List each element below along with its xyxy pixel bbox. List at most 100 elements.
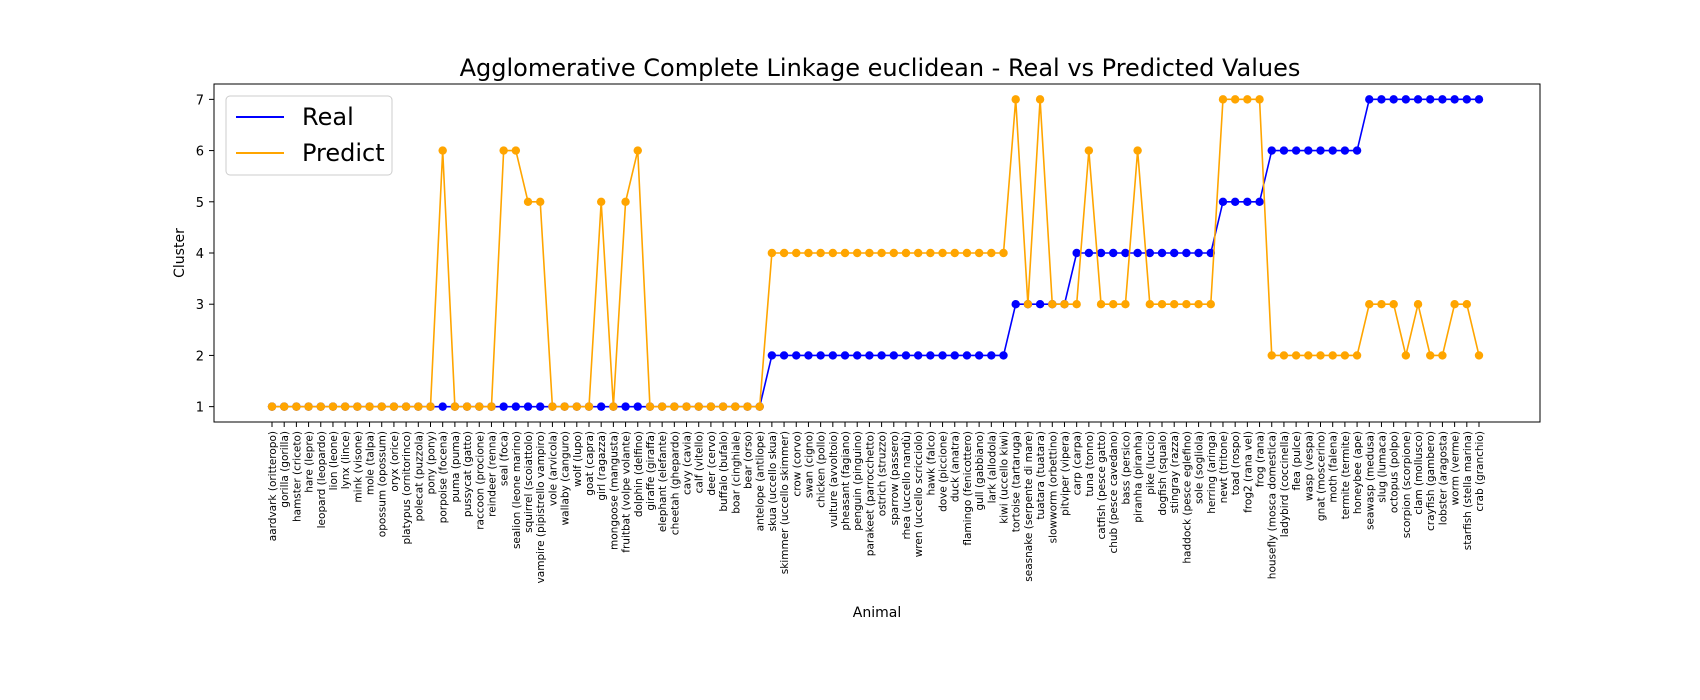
point-predict — [731, 402, 740, 411]
point-real — [1072, 248, 1081, 258]
x-tick-label: goat (capra) — [584, 431, 596, 496]
x-tick-label: vampire (pipistrello vampiro) — [535, 431, 547, 583]
point-predict — [1352, 351, 1362, 360]
point-real — [1304, 146, 1313, 155]
x-tick-label: worm (verme) — [1450, 431, 1462, 505]
point-predict — [1291, 351, 1301, 360]
point-predict — [1230, 95, 1240, 104]
point-predict — [1401, 351, 1411, 360]
x-tick-label: frog2 (rana vel) — [1242, 431, 1254, 513]
x-tick-label: buffalo (bufalo) — [718, 431, 730, 512]
point-real — [804, 351, 813, 360]
point-predict — [974, 248, 984, 258]
x-tick-label: seal (foca) — [499, 431, 511, 486]
x-tick-label: antelope (antilope) — [755, 431, 767, 531]
point-predict — [1011, 95, 1020, 104]
point-predict — [706, 402, 716, 411]
x-tick-label: crayfish (gambero) — [1425, 431, 1437, 531]
point-predict — [548, 402, 557, 411]
point-real — [1316, 146, 1325, 155]
y-tick-label: 4 — [196, 247, 204, 262]
point-predict — [353, 402, 362, 411]
point-real — [536, 402, 545, 411]
point-predict — [1218, 95, 1228, 104]
x-tick-label: cavy (cavia) — [682, 431, 694, 495]
x-tick-label: leopard (leopardo) — [316, 431, 328, 528]
legend: Real Predict — [225, 95, 393, 176]
x-tick-label: tortoise (tartaruga) — [1011, 431, 1023, 532]
point-predict — [377, 402, 386, 411]
series-line-predict — [272, 98, 1480, 408]
y-tick-label: 3 — [196, 298, 204, 313]
point-predict — [694, 402, 703, 411]
x-tick-label: mole (talpa) — [365, 431, 377, 495]
point-real — [840, 351, 850, 360]
x-tick-label: aardvark (oritteropo) — [267, 431, 279, 541]
point-predict — [743, 402, 752, 411]
point-predict — [767, 248, 777, 258]
x-tick-label: honeybee (ape) — [1352, 431, 1364, 514]
x-tick-label: carp (carpa) — [1072, 431, 1084, 495]
x-tick-label: rhea (uccello nandù) — [901, 431, 913, 540]
point-predict — [401, 402, 411, 411]
point-real — [865, 351, 874, 360]
x-tick-label: clam (mollusco) — [1413, 431, 1425, 515]
point-predict — [999, 248, 1008, 258]
x-tick-label: porpoise (focena) — [438, 431, 450, 523]
point-predict — [1377, 300, 1386, 309]
point-real — [1389, 95, 1398, 104]
point-predict — [718, 402, 728, 411]
x-tick-label: haddock (pesce eglefino) — [1181, 431, 1193, 564]
point-predict — [1023, 300, 1033, 309]
point-real — [999, 351, 1008, 360]
point-predict — [1340, 351, 1350, 360]
x-tick-label: chicken (pollo) — [816, 431, 828, 508]
x-tick-label: pike (luccio) — [1145, 431, 1157, 495]
point-predict — [609, 402, 618, 411]
x-tick-label: dolphin (delfino) — [633, 431, 645, 517]
x-tick-label: seawasp (medusa) — [1364, 431, 1376, 530]
x-tick-label: fruitbat (volpe volante) — [621, 431, 633, 553]
point-predict — [584, 402, 594, 411]
y-axis-label: Cluster — [172, 228, 188, 278]
point-real — [1230, 197, 1240, 206]
point-real — [1352, 146, 1362, 155]
x-tick-label: sole (sogliola) — [1194, 431, 1206, 504]
point-real — [1462, 95, 1472, 104]
x-tick-label: hawk (falco) — [925, 431, 937, 496]
point-real — [767, 351, 777, 360]
x-tick-label: sealion (leone marino) — [511, 431, 523, 549]
point-predict — [1121, 300, 1130, 309]
legend-box — [225, 95, 393, 176]
point-real — [1450, 95, 1459, 104]
x-tick-label: slowworm (orbettino) — [1047, 431, 1059, 543]
x-tick-label: lynx (lince) — [340, 431, 352, 489]
point-real — [1377, 95, 1386, 104]
x-tick-label: platypus (ornitorinco) — [401, 431, 413, 544]
point-predict — [840, 248, 850, 258]
x-tick-label: swan (cigno) — [803, 431, 815, 498]
x-tick-label: opossum (opossum) — [377, 431, 389, 537]
point-real — [523, 402, 533, 411]
point-real — [1474, 95, 1484, 104]
point-real — [1133, 248, 1142, 258]
point-real — [877, 351, 886, 360]
x-tick-label: herring (aringa) — [1206, 431, 1218, 514]
x-tick-label: lark (allodola) — [986, 431, 998, 503]
point-real — [901, 351, 911, 360]
point-real — [1291, 146, 1301, 155]
point-predict — [1206, 300, 1215, 309]
y-tick-label: 1 — [196, 401, 204, 416]
point-predict — [1194, 300, 1203, 309]
x-tick-label: deer (cervo) — [706, 431, 718, 496]
point-real — [816, 351, 825, 360]
point-real — [1109, 248, 1118, 258]
x-tick-label: duck (anatra) — [950, 431, 962, 502]
point-predict — [633, 146, 642, 155]
point-real — [511, 402, 521, 411]
point-real — [1096, 248, 1106, 258]
x-tick-label: chub (pesce cavedano) — [1108, 431, 1120, 554]
x-tick-label: crow (corvo) — [791, 431, 803, 497]
point-predict — [962, 248, 972, 258]
